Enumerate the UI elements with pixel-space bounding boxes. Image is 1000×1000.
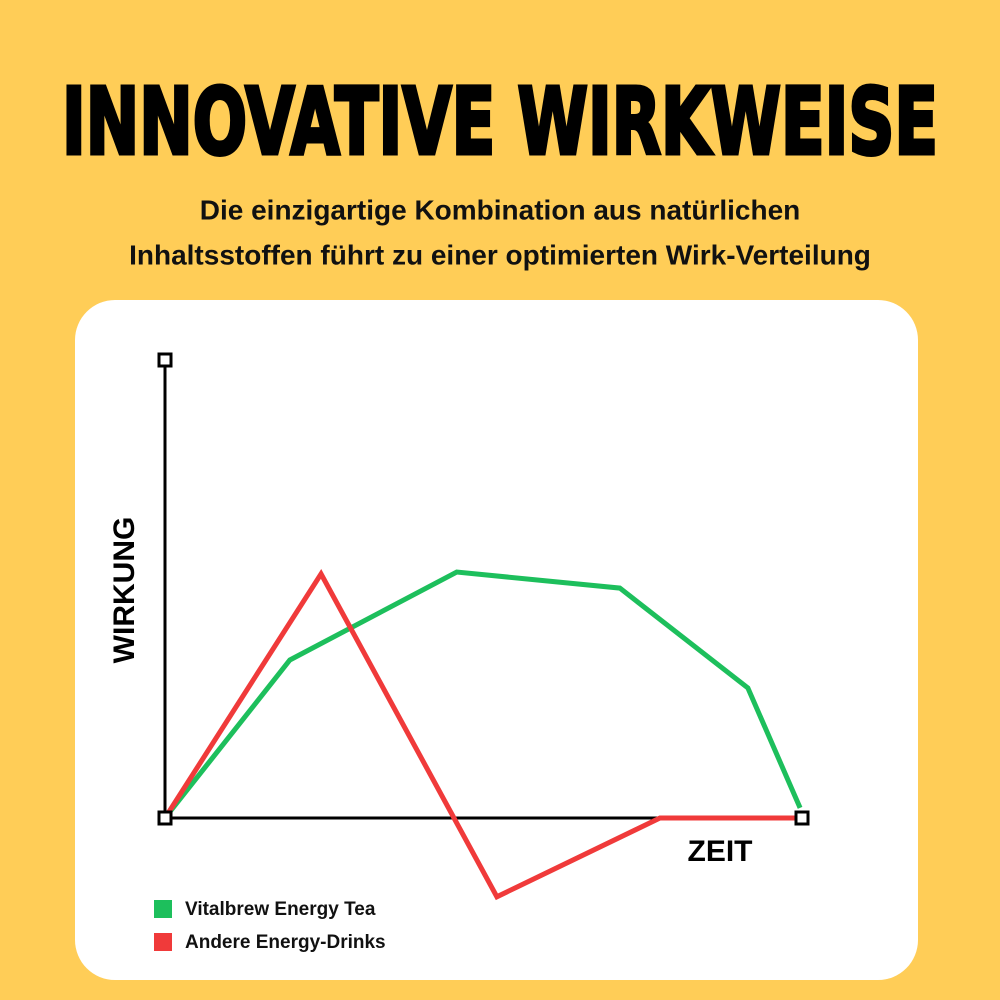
series-line — [163, 569, 803, 820]
x-axis-label: ZEIT — [688, 835, 753, 868]
series-line — [162, 568, 802, 901]
subtitle-line: Inhaltsstoffen führt zu einer optimierte… — [129, 239, 871, 270]
legend-swatch — [154, 900, 172, 918]
legend-label: Andere Energy-Drinks — [185, 932, 386, 953]
axis-end-marker — [157, 352, 173, 368]
legend-swatch — [154, 933, 172, 951]
subtitle-line: Die einzigartige Kombination aus natürli… — [200, 194, 801, 225]
legend-label: Vitalbrew Energy Tea — [185, 899, 376, 920]
title: INNOVATIVE WIRKWEISE — [62, 68, 938, 175]
axis-end-marker — [157, 810, 173, 826]
plot: Vitalbrew Energy Tea Andere Energy-Drinks — [154, 352, 810, 953]
axis-end-marker — [794, 810, 810, 826]
y-axis-label: WIRKUNG — [108, 517, 141, 664]
chart-card — [75, 300, 918, 980]
